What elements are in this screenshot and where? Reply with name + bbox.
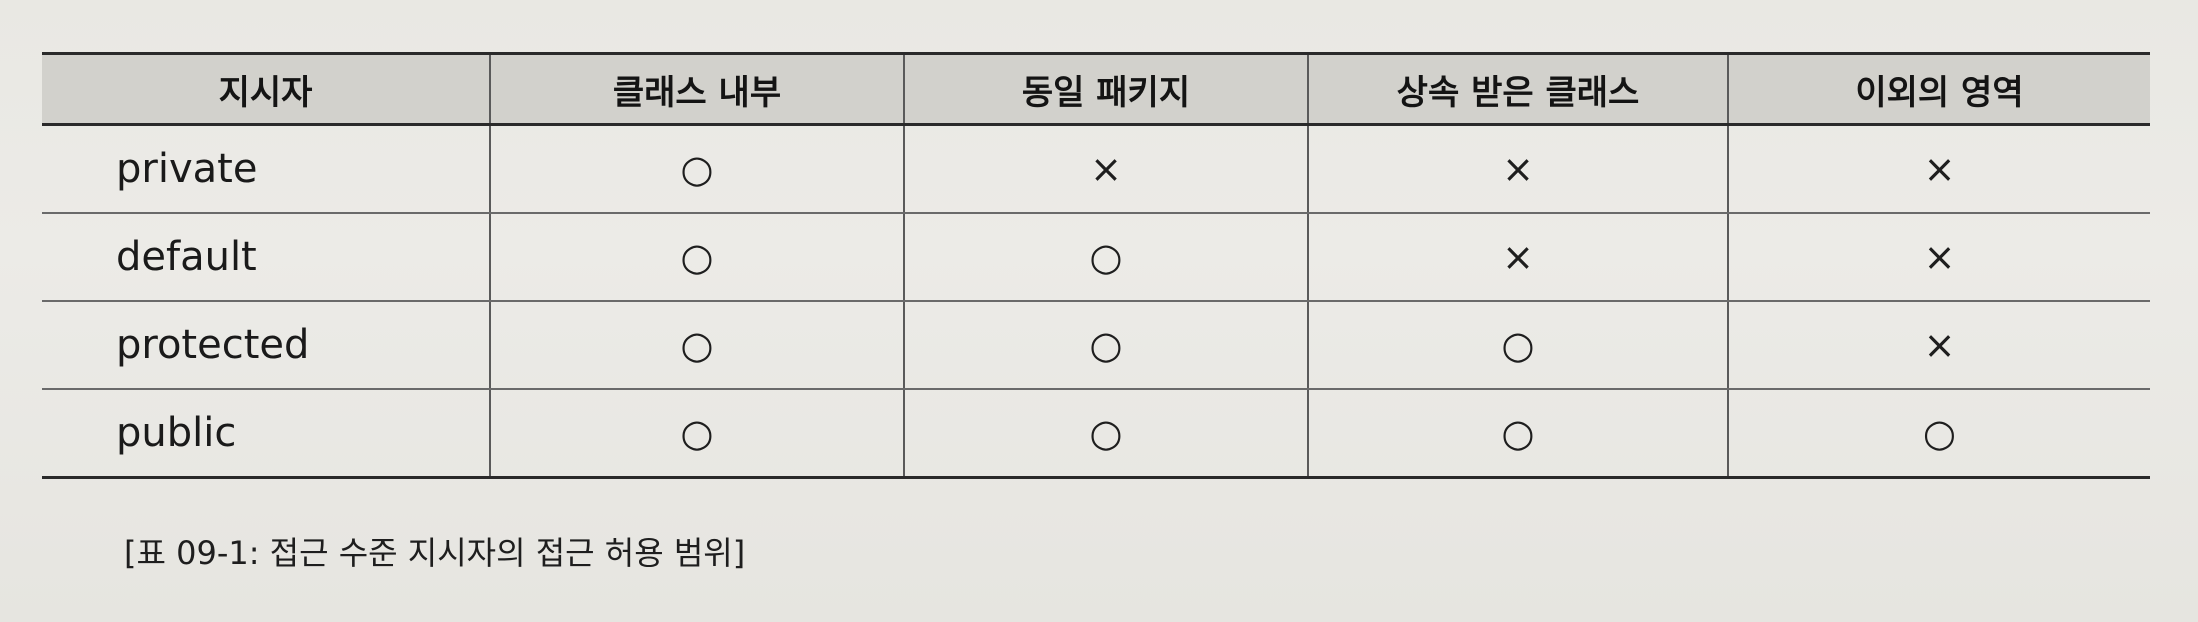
header-modifier: 지시자 <box>42 52 490 126</box>
modifier-name: default <box>42 213 490 302</box>
access-cell: × <box>1727 124 2150 214</box>
access-mark: × <box>1923 147 1956 191</box>
header-inside-class: 클래스 내부 <box>489 52 904 126</box>
access-cell: ○ <box>1727 389 2150 479</box>
modifier-name: private <box>42 124 490 214</box>
table-row: private ○ × × × <box>42 124 2150 214</box>
access-cell: ○ <box>903 389 1308 479</box>
access-cell: ○ <box>489 389 904 479</box>
access-mark: × <box>1090 147 1122 191</box>
access-mark: ○ <box>1922 411 1957 455</box>
header-other-area: 이외의 영역 <box>1727 52 2150 126</box>
access-mark: ○ <box>680 411 714 455</box>
table-row: protected ○ ○ ○ × <box>42 301 2150 390</box>
modifier-name: protected <box>42 301 490 390</box>
access-mark: × <box>1923 323 1956 367</box>
access-modifier-table: 지시자 클래스 내부 동일 패키지 상속 받은 클래스 이외의 영역 priva… <box>42 52 2150 479</box>
header-subclass: 상속 받은 클래스 <box>1307 52 1728 126</box>
access-cell: × <box>903 124 1308 214</box>
access-cell: ○ <box>1307 301 1728 390</box>
table-caption: [표 09-1: 접근 수준 지시자의 접근 허용 범위] <box>124 534 746 572</box>
access-mark: ○ <box>680 323 714 367</box>
table-header-row: 지시자 클래스 내부 동일 패키지 상속 받은 클래스 이외의 영역 <box>42 52 2150 126</box>
table-row: default ○ ○ × × <box>42 213 2150 302</box>
access-cell: ○ <box>903 301 1308 390</box>
access-cell: × <box>1727 213 2150 302</box>
access-cell: ○ <box>1307 389 1728 479</box>
access-mark: ○ <box>1089 411 1123 455</box>
access-mark: ○ <box>1089 323 1123 367</box>
access-mark: ○ <box>1089 235 1123 279</box>
access-cell: ○ <box>489 124 904 214</box>
access-cell: × <box>1727 301 2150 390</box>
table-row: public ○ ○ ○ ○ <box>42 389 2150 479</box>
access-cell: ○ <box>903 213 1308 302</box>
access-mark: ○ <box>1501 323 1535 367</box>
access-mark: ○ <box>680 235 714 279</box>
access-mark: ○ <box>1501 411 1535 455</box>
access-mark: × <box>1502 235 1534 279</box>
access-cell: ○ <box>489 301 904 390</box>
access-mark: ○ <box>680 147 714 191</box>
access-mark: × <box>1923 235 1956 279</box>
access-cell: ○ <box>489 213 904 302</box>
access-cell: × <box>1307 213 1728 302</box>
header-same-package: 동일 패키지 <box>903 52 1308 126</box>
access-mark: × <box>1502 147 1534 191</box>
access-cell: × <box>1307 124 1728 214</box>
modifier-name: public <box>42 389 490 479</box>
